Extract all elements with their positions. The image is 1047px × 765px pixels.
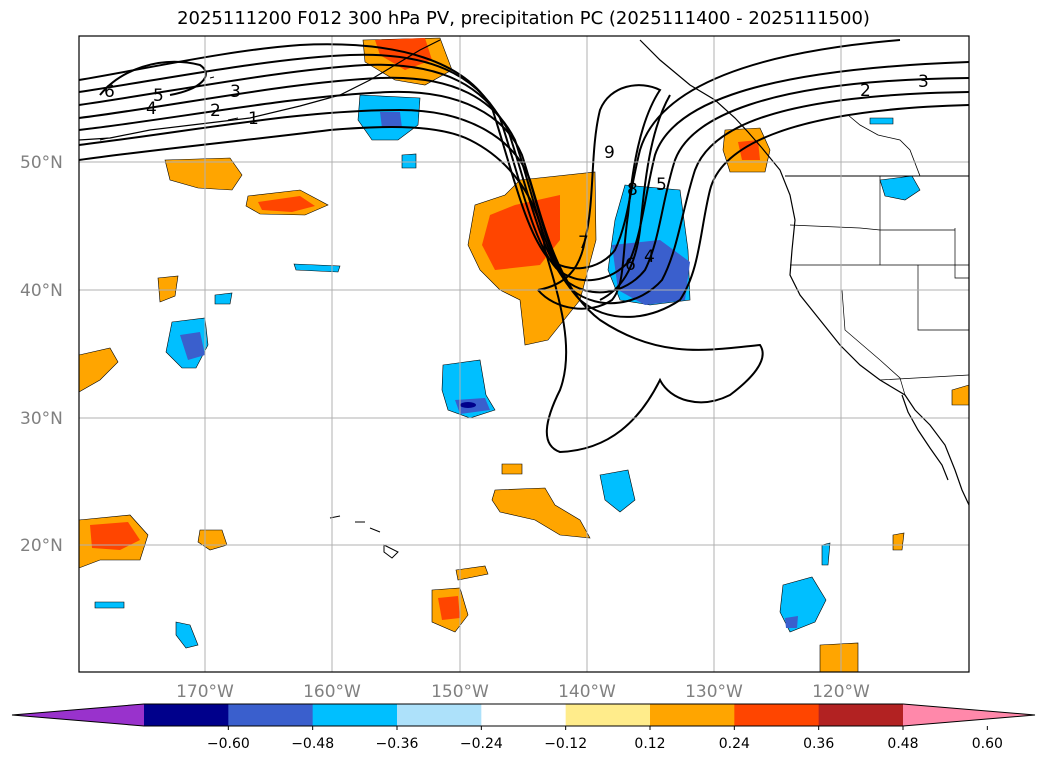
colorbar-tick-label: −0.36 <box>376 736 419 752</box>
lon-label: 170°W <box>176 682 234 702</box>
colorbar-tick-label: 0.60 <box>972 736 1003 752</box>
colorbar: −0.60 −0.48 −0.36 −0.24 −0.12 0.12 0.24 0.36 0.4… <box>11 703 1036 752</box>
pv-contours <box>78 39 970 454</box>
colorbar-tick-label: 0.48 <box>887 736 918 752</box>
colorbar-tick-label: −0.24 <box>460 736 503 752</box>
pv-contour-labels: 6 5 4 3 2 1 2 3 9 8 5 6 4 7 <box>104 72 929 275</box>
pv-label: 1 <box>248 109 259 129</box>
colorbar-extend-high <box>903 704 1035 726</box>
colorbar-segment <box>397 704 482 726</box>
colorbar-segment <box>650 704 735 726</box>
colorbar-tick-label: 0.12 <box>634 736 665 752</box>
pv-label: 8 <box>627 180 638 200</box>
colorbar-segment <box>734 704 820 726</box>
pv-label: 7 <box>578 233 589 253</box>
colorbar-extend-low <box>12 704 144 726</box>
map-background <box>79 36 969 672</box>
pv-label: 3 <box>230 82 241 102</box>
lat-label: 20°N <box>20 536 63 556</box>
colorbar-segment <box>565 704 651 726</box>
lat-label: 50°N <box>20 153 63 173</box>
pv-label: 2 <box>210 101 221 121</box>
map-gridlines <box>79 36 969 672</box>
precipitation-shading <box>78 37 970 673</box>
colorbar-tick-label: −0.48 <box>291 736 334 752</box>
lon-label: 140°W <box>558 682 616 702</box>
colorbar-segment <box>818 704 904 726</box>
coastlines <box>78 39 970 559</box>
pv-label: 5 <box>153 86 164 106</box>
colorbar-tick-label: 0.24 <box>719 736 750 752</box>
colorbar-outline <box>11 703 1036 727</box>
pv-label: 4 <box>146 99 157 119</box>
colorbar-segment <box>228 704 314 726</box>
lon-label: 150°W <box>431 682 489 702</box>
colorbar-tick-label: 0.36 <box>803 736 834 752</box>
pv-label: 9 <box>604 143 615 163</box>
pv-label: 6 <box>104 82 115 102</box>
map-title: 2025111200 F012 300 hPa PV, precipitatio… <box>177 8 870 29</box>
lon-label: 160°W <box>303 682 361 702</box>
map-frame <box>78 35 970 673</box>
pv-label: 3 <box>918 72 929 92</box>
lat-label: 30°N <box>20 409 63 429</box>
pv-label: 4 <box>644 247 655 267</box>
colorbar-tick-label: −0.12 <box>544 736 587 752</box>
lon-label: 130°W <box>685 682 743 702</box>
lon-label: 120°W <box>812 682 870 702</box>
colorbar-tick-label: −0.60 <box>207 736 250 752</box>
pv-label: 2 <box>860 81 871 101</box>
pv-label: 5 <box>656 175 667 195</box>
lat-label: 40°N <box>20 281 63 301</box>
colorbar-segment <box>481 704 567 726</box>
colorbar-segment <box>312 704 398 726</box>
pv-label: 6 <box>625 255 636 275</box>
colorbar-segment <box>144 704 229 726</box>
